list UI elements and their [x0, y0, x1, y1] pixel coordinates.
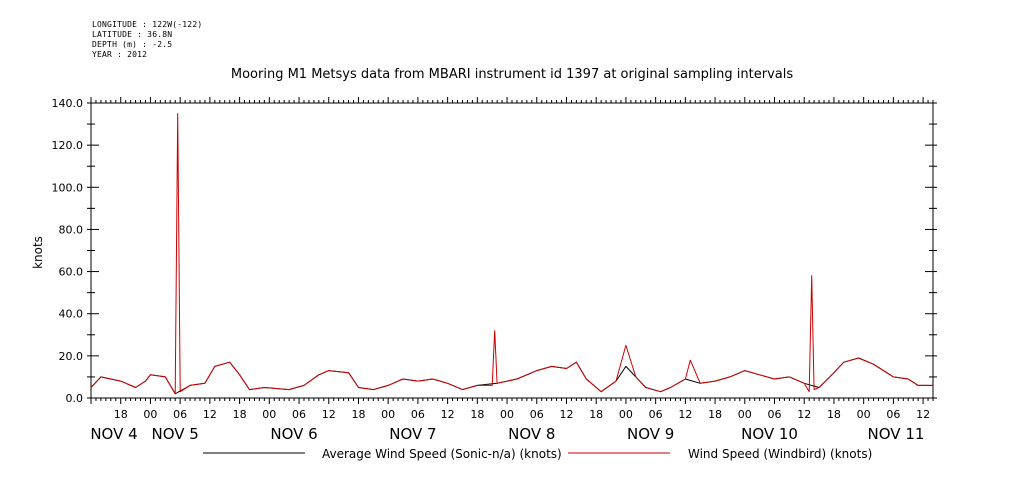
x-day-label: NOV 5: [152, 425, 199, 443]
series-line-windbird-wind-speed: [90, 113, 933, 395]
x-hour-label: 00: [738, 408, 752, 421]
chart-title: Mooring M1 Metsys data from MBARI instru…: [230, 67, 794, 82]
x-hour-label: 06: [886, 408, 900, 421]
y-tick-label: 80.0: [59, 223, 84, 236]
latitude-label: LATITUDE : 36.8N: [92, 30, 173, 39]
x-hour-label: 18: [233, 408, 247, 421]
longitude-label: LONGITUDE : 122W(-122): [92, 20, 203, 29]
x-hour-label: 12: [916, 408, 930, 421]
x-hour-label: 06: [649, 408, 663, 421]
y-tick-label: 20.0: [59, 350, 84, 363]
y-tick-label: 120.0: [52, 139, 84, 152]
x-hour-label: 00: [381, 408, 395, 421]
legend-label-average: Average Wind Speed (Sonic-n/a) (knots): [322, 447, 562, 461]
x-hour-label: 00: [500, 408, 514, 421]
x-hour-label: 00: [143, 408, 157, 421]
x-hour-label: 12: [203, 408, 217, 421]
x-hour-label: 00: [619, 408, 633, 421]
x-hour-label: 18: [351, 408, 365, 421]
y-tick-label: 60.0: [59, 266, 84, 279]
x-hour-label: 06: [768, 408, 782, 421]
x-day-label: NOV 4: [90, 425, 137, 443]
x-hour-label: 12: [322, 408, 336, 421]
x-hour-label: 12: [441, 408, 455, 421]
y-tick-label: 0.0: [66, 392, 84, 405]
x-day-label: NOV 11: [868, 425, 925, 443]
y-axis-label: knots: [31, 236, 45, 269]
year-label: YEAR : 2012: [92, 50, 148, 59]
y-tick-label: 40.0: [59, 308, 84, 321]
x-hour-label: 00: [262, 408, 276, 421]
x-day-label: NOV 10: [741, 425, 798, 443]
y-tick-label: 100.0: [52, 181, 84, 194]
x-hour-label: 18: [827, 408, 841, 421]
x-hour-label: 06: [292, 408, 306, 421]
plot-frame: [90, 102, 934, 399]
x-hour-label: 18: [589, 408, 603, 421]
x-day-label: NOV 9: [627, 425, 674, 443]
x-hour-label: 12: [797, 408, 811, 421]
y-tick-label: 140.0: [52, 97, 84, 110]
x-hour-label: 12: [559, 408, 573, 421]
x-hour-label: 12: [678, 408, 692, 421]
x-hour-label: 18: [708, 408, 722, 421]
x-hour-label: 00: [857, 408, 871, 421]
x-hour-label: 06: [530, 408, 544, 421]
depth-label: DEPTH (m) : -2.5: [92, 40, 173, 49]
metadata-block: LONGITUDE : 122W(-122) LATITUDE : 36.8N …: [92, 20, 202, 60]
legend-label-windbird: Wind Speed (Windbird) (knots): [688, 447, 872, 461]
x-day-label: NOV 8: [508, 425, 555, 443]
x-day-label: NOV 7: [389, 425, 436, 443]
x-hour-label: 18: [114, 408, 128, 421]
x-hour-label: 06: [411, 408, 425, 421]
x-hour-label: 18: [470, 408, 484, 421]
x-hour-label: 06: [173, 408, 187, 421]
x-day-label: NOV 6: [270, 425, 317, 443]
